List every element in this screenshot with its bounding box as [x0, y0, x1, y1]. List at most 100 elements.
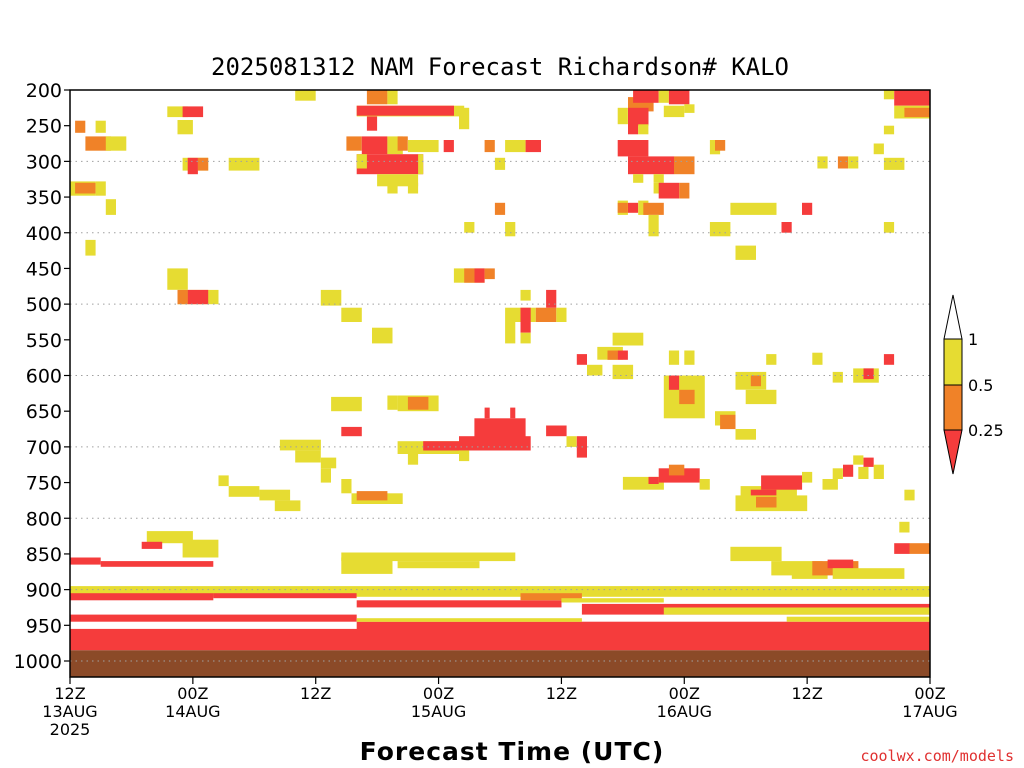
ri-cell-ri-025-05 — [356, 491, 388, 501]
ri-cell-ri-05-1 — [228, 157, 260, 171]
ri-cell-ri-05-1 — [505, 222, 516, 237]
ri-cell-ri-05-1 — [505, 322, 516, 344]
ri-cell-ri-05-1 — [638, 124, 649, 135]
ri-cell-ri-05-1 — [407, 140, 439, 153]
ri-cell-ri-lt-025 — [628, 202, 639, 213]
ri-cell-ri-05-1 — [735, 245, 756, 260]
ri-cell-ri-05-1 — [397, 561, 480, 569]
ri-cell-ri-05-1 — [295, 450, 321, 463]
y-tick-label: 350 — [26, 187, 62, 209]
ri-cell-ri-05-1 — [95, 120, 106, 133]
ri-cell-ri-05-1 — [105, 136, 127, 151]
ri-cell-ri-05-1 — [653, 174, 664, 183]
ri-cell-ri-lt-025 — [70, 593, 214, 601]
ri-cell-ri-05-1 — [663, 607, 930, 615]
ri-cell-ri-05-1 — [520, 332, 531, 344]
ri-cell-ri-05-1 — [520, 289, 531, 301]
ri-cell-ri-05-1 — [858, 466, 869, 479]
ri-cell-ri-05-1 — [848, 156, 859, 169]
ri-cell-ri-lt-025 — [474, 418, 526, 440]
y-tick-label: 700 — [26, 437, 62, 459]
credit-text[interactable]: coolwx.com/models — [860, 747, 1014, 765]
ri-cell-ri-lt-025 — [484, 407, 490, 419]
ri-cell-ri-05-1 — [832, 371, 843, 383]
ri-cell-ri-05-1 — [372, 327, 393, 344]
ri-cell-ri-05-1 — [766, 354, 777, 365]
ri-cell-ri-lt-025 — [423, 441, 465, 451]
ri-cell-ri-lt-025 — [546, 425, 567, 437]
ri-cell-ri-lt-025 — [546, 289, 557, 308]
y-tick-label: 850 — [26, 544, 62, 566]
ri-cell-ri-lt-025 — [894, 543, 910, 554]
ri-cell-ri-05-1 — [146, 531, 193, 544]
ri-cell-ri-lt-025 — [70, 628, 930, 651]
ri-cell-ri-05-1 — [699, 479, 710, 490]
y-tick-label: 900 — [26, 580, 62, 602]
ri-cell-ri-lt-025 — [827, 559, 854, 569]
ri-cell-ri-lt-025 — [182, 106, 204, 118]
legend-label: 0.5 — [968, 376, 993, 395]
y-tick-label: 200 — [26, 80, 62, 102]
ri-cell-ri-lt-025 — [628, 156, 675, 175]
x-tick-label: 12Z — [791, 684, 822, 703]
ri-cell-ri-05-1 — [730, 202, 777, 215]
x-tick-label: 00Z — [177, 684, 208, 703]
ri-cell-ri-05-1 — [730, 546, 782, 562]
ri-cell-ri-lt-025 — [843, 464, 854, 477]
ri-cell-ri-lt-025 — [617, 350, 628, 360]
ri-cell-ri-05-1 — [356, 618, 582, 622]
ri-cell-ri-05-1 — [464, 222, 475, 233]
legend: 1 0.5 0.25 — [943, 294, 1004, 475]
ri-cell-ri-lt-025 — [525, 140, 541, 153]
ri-cell-ri-lt-025 — [576, 354, 587, 365]
ri-cell-ri-lt-025 — [628, 107, 649, 126]
ri-cell-ri-025-05 — [520, 593, 582, 601]
ri-cell-ri-lt-025 — [356, 105, 454, 116]
ri-cell-ri-05-1 — [556, 307, 567, 322]
legend-arrow-top — [943, 294, 963, 340]
ri-cell-ri-05-1 — [70, 586, 930, 597]
ri-cell-ri-05-1 — [418, 154, 424, 175]
ri-cell-ri-05-1 — [812, 352, 823, 365]
ri-cell-ri-05-1 — [320, 468, 331, 483]
ri-cell-ri-lt-025 — [459, 436, 531, 451]
ri-cell-ri-05-1 — [883, 125, 895, 135]
ri-cell-ri-lt-025 — [70, 557, 101, 565]
x-tick-label: 17AUG — [902, 702, 957, 721]
ri-cell-ri-025-05 — [643, 202, 664, 215]
ri-cell-ri-05-1 — [218, 475, 229, 487]
ri-cell-ri-lt-025 — [617, 140, 649, 157]
ri-cell-ri-025-05 — [674, 156, 695, 175]
ri-cell-ri-05-1 — [648, 214, 659, 237]
ri-cell-ri-lt-025 — [648, 476, 659, 484]
ri-cell-ri-lt-025 — [863, 457, 874, 467]
plot-area — [70, 90, 930, 677]
ri-cell-ri-lt-025 — [658, 182, 680, 199]
ri-cell-ri-05-1 — [832, 468, 843, 479]
ri-cell-ri-05-1 — [786, 616, 930, 622]
ri-cell-ri-05-1 — [341, 552, 516, 562]
ri-cell-ri-025-05 — [397, 136, 408, 151]
y-tick-label: 950 — [26, 615, 62, 637]
ri-cell-ri-025-05 — [494, 202, 506, 215]
ri-cell-ri-05-1 — [494, 157, 506, 170]
ri-cell-ri-05-1 — [177, 120, 193, 135]
y-tick-label: 750 — [26, 473, 62, 495]
x-tick-label: 12Z — [300, 684, 331, 703]
ri-cell-ri-05-1 — [279, 439, 321, 451]
ri-cell-ri-05-1 — [663, 105, 685, 118]
ri-cell-ri-025-05 — [909, 543, 930, 554]
ri-cell-ri-05-1 — [295, 90, 316, 101]
ri-cell-ri-05-1 — [377, 174, 419, 187]
ri-cell-ri-lt-025 — [341, 426, 362, 437]
ri-cell-ri-05-1 — [459, 450, 470, 462]
ri-cell-ri-025-05 — [198, 157, 209, 171]
ri-cell-ri-lt-025 — [141, 541, 163, 549]
ri-cell-ri-05-1 — [873, 464, 884, 479]
ri-cell-ri-025-05 — [177, 289, 188, 305]
ri-cell-ri-05-1 — [802, 471, 813, 483]
ri-cell-ri-lt-025 — [863, 368, 874, 380]
ri-cell-ri-025-05 — [756, 496, 777, 508]
ri-cell-ri-lt-025 — [761, 475, 803, 490]
